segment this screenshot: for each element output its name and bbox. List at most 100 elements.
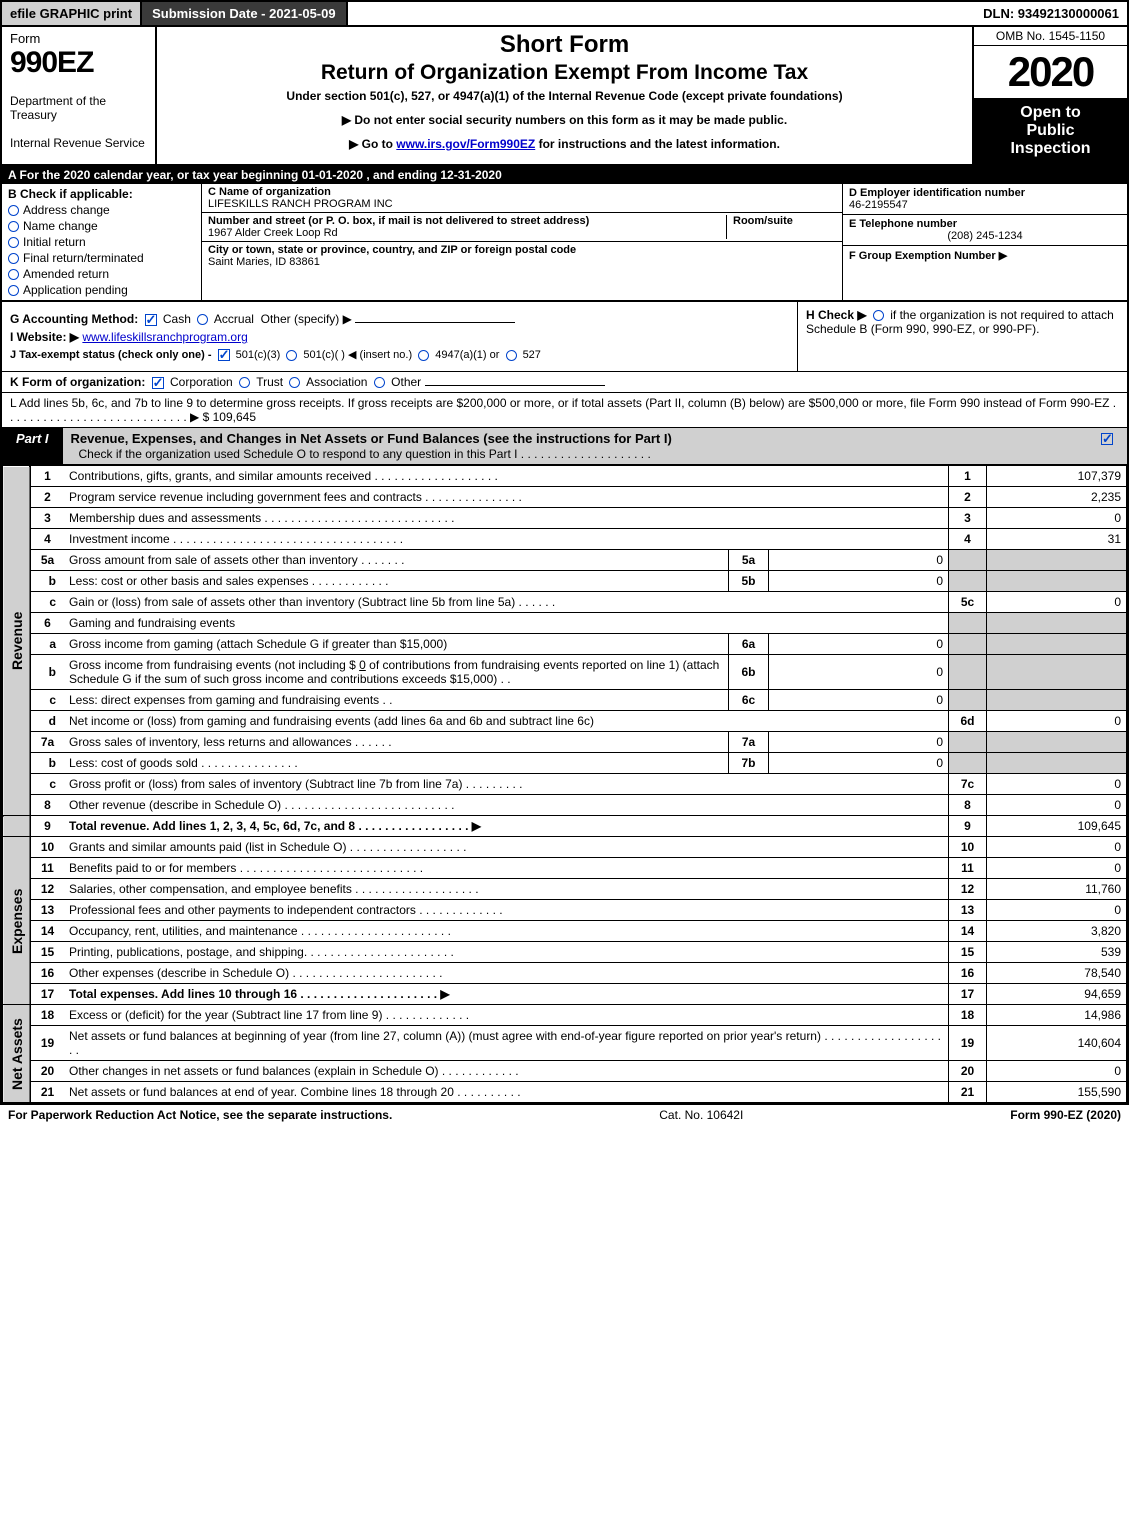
- line-13-desc: Professional fees and other payments to …: [64, 900, 949, 921]
- irs-link[interactable]: www.irs.gov/Form990EZ: [396, 137, 535, 151]
- ein-value: 46-2195547: [849, 199, 1121, 211]
- opt-501c: 501(c)( ): [303, 349, 345, 361]
- line-21-desc: Net assets or fund balances at end of ye…: [64, 1082, 949, 1103]
- chk-final-return[interactable]: Final return/terminated: [8, 251, 195, 265]
- line-6d-val: 0: [987, 711, 1127, 732]
- line-13-ref: 13: [949, 900, 987, 921]
- website-link[interactable]: www.lifeskillsranchprogram.org: [82, 330, 247, 344]
- form-number: 990EZ: [10, 46, 147, 80]
- chk-application-pending[interactable]: Application pending: [8, 283, 195, 297]
- open-line-2: Public: [978, 122, 1123, 140]
- section-l-text: L Add lines 5b, 6c, and 7b to line 9 to …: [10, 396, 1116, 424]
- line-20-desc: Other changes in net assets or fund bala…: [64, 1061, 949, 1082]
- line-5b-num: b: [30, 571, 64, 592]
- open-to-public: Open to Public Inspection: [974, 98, 1127, 164]
- note2-post: for instructions and the latest informat…: [535, 137, 780, 151]
- chk-trust[interactable]: [239, 377, 250, 388]
- chk-schedule-b[interactable]: [873, 310, 884, 321]
- section-g-label: G Accounting Method:: [10, 312, 138, 326]
- chk-accrual[interactable]: [197, 314, 208, 325]
- chk-501c[interactable]: [286, 350, 297, 361]
- header-mid: Short Form Return of Organization Exempt…: [157, 27, 972, 164]
- line-5a-shade-val: [987, 550, 1127, 571]
- line-2-desc: Program service revenue including govern…: [64, 487, 949, 508]
- form-subtitle: Under section 501(c), 527, or 4947(a)(1)…: [165, 89, 964, 103]
- chk-amended-return[interactable]: Amended return: [8, 267, 195, 281]
- line-7b-num: b: [30, 753, 64, 774]
- line-15-num: 15: [30, 942, 64, 963]
- chk-schedule-o[interactable]: [1101, 433, 1113, 445]
- chk-association[interactable]: [289, 377, 300, 388]
- form-note-1: ▶ Do not enter social security numbers o…: [165, 113, 964, 127]
- dln-label: DLN: 93492130000061: [975, 2, 1127, 25]
- line-13-val: 0: [987, 900, 1127, 921]
- chk-501c3[interactable]: [218, 349, 230, 361]
- line-6a-num: a: [30, 634, 64, 655]
- line-20-val: 0: [987, 1061, 1127, 1082]
- section-h: H Check ▶ if the organization is not req…: [797, 302, 1127, 371]
- line-4-ref: 4: [949, 529, 987, 550]
- org-name: LIFESKILLS RANCH PROGRAM INC: [208, 198, 836, 210]
- line-18-ref: 18: [949, 1005, 987, 1026]
- expenses-side-label: Expenses: [3, 837, 31, 1005]
- line-17-desc: Total expenses. Add lines 10 through 16 …: [64, 984, 949, 1005]
- form-title-1: Short Form: [165, 31, 964, 59]
- line-6b-num: b: [30, 655, 64, 690]
- chk-cash[interactable]: [145, 314, 157, 326]
- part-1-sub: Check if the organization used Schedule …: [71, 447, 651, 461]
- line-4-num: 4: [30, 529, 64, 550]
- line-10-val: 0: [987, 837, 1127, 858]
- room-label: Room/suite: [733, 215, 836, 227]
- netassets-side-label: Net Assets: [3, 1005, 31, 1103]
- line-19-desc: Net assets or fund balances at beginning…: [64, 1026, 949, 1061]
- revenue-side-label: Revenue: [3, 466, 31, 816]
- line-3-desc: Membership dues and assessments . . . . …: [64, 508, 949, 529]
- line-11-num: 11: [30, 858, 64, 879]
- form-header: Form 990EZ Department of the Treasury In…: [2, 27, 1127, 166]
- irs-label: Internal Revenue Service: [10, 136, 147, 150]
- line-2-num: 2: [30, 487, 64, 508]
- tax-period-row: A For the 2020 calendar year, or tax yea…: [2, 166, 1127, 184]
- meta-block: G Accounting Method: Cash Accrual Other …: [2, 302, 1127, 372]
- chk-corporation[interactable]: [152, 377, 164, 389]
- chk-address-change[interactable]: Address change: [8, 203, 195, 217]
- open-line-1: Open to: [978, 104, 1123, 122]
- line-7a-desc: Gross sales of inventory, less returns a…: [64, 732, 729, 753]
- line-6d-num: d: [30, 711, 64, 732]
- line-3-ref: 3: [949, 508, 987, 529]
- form-container: efile GRAPHIC print Submission Date - 20…: [0, 0, 1129, 1105]
- line-14-val: 3,820: [987, 921, 1127, 942]
- line-19-val: 140,604: [987, 1026, 1127, 1061]
- section-b: B Check if applicable: Address change Na…: [2, 184, 202, 300]
- chk-initial-return[interactable]: Initial return: [8, 235, 195, 249]
- line-9-desc: Total revenue. Add lines 1, 2, 3, 4, 5c,…: [64, 816, 949, 837]
- section-j-label: J Tax-exempt status (check only one) -: [10, 349, 215, 361]
- line-7c-val: 0: [987, 774, 1127, 795]
- efile-print-button[interactable]: efile GRAPHIC print: [2, 2, 142, 25]
- line-20-ref: 20: [949, 1061, 987, 1082]
- line-12-val: 11,760: [987, 879, 1127, 900]
- line-7b-mval: 0: [769, 753, 949, 774]
- city-label: City or town, state or province, country…: [208, 244, 836, 256]
- phone-label: E Telephone number: [849, 218, 1121, 230]
- part-1-header: Part I Revenue, Expenses, and Changes in…: [2, 428, 1127, 465]
- cash-label: Cash: [163, 312, 191, 326]
- footer-mid: Cat. No. 10642I: [392, 1108, 1010, 1122]
- chk-4947[interactable]: [418, 350, 429, 361]
- part-1-table: Revenue 1 Contributions, gifts, grants, …: [2, 465, 1127, 1103]
- part-1-label: Part I: [2, 428, 63, 464]
- line-15-desc: Printing, publications, postage, and shi…: [64, 942, 949, 963]
- street-label: Number and street (or P. O. box, if mail…: [208, 215, 726, 227]
- line-8-desc: Other revenue (describe in Schedule O) .…: [64, 795, 949, 816]
- accrual-label: Accrual: [214, 312, 254, 326]
- street-value: 1967 Alder Creek Loop Rd: [208, 227, 726, 239]
- chk-527[interactable]: [506, 350, 517, 361]
- line-1-num: 1: [30, 466, 64, 487]
- opt-527: 527: [523, 349, 541, 361]
- line-21-num: 21: [30, 1082, 64, 1103]
- section-h-pre: H Check ▶: [806, 308, 870, 322]
- chk-name-change[interactable]: Name change: [8, 219, 195, 233]
- chk-other-org[interactable]: [374, 377, 385, 388]
- line-7a-mval: 0: [769, 732, 949, 753]
- line-19-ref: 19: [949, 1026, 987, 1061]
